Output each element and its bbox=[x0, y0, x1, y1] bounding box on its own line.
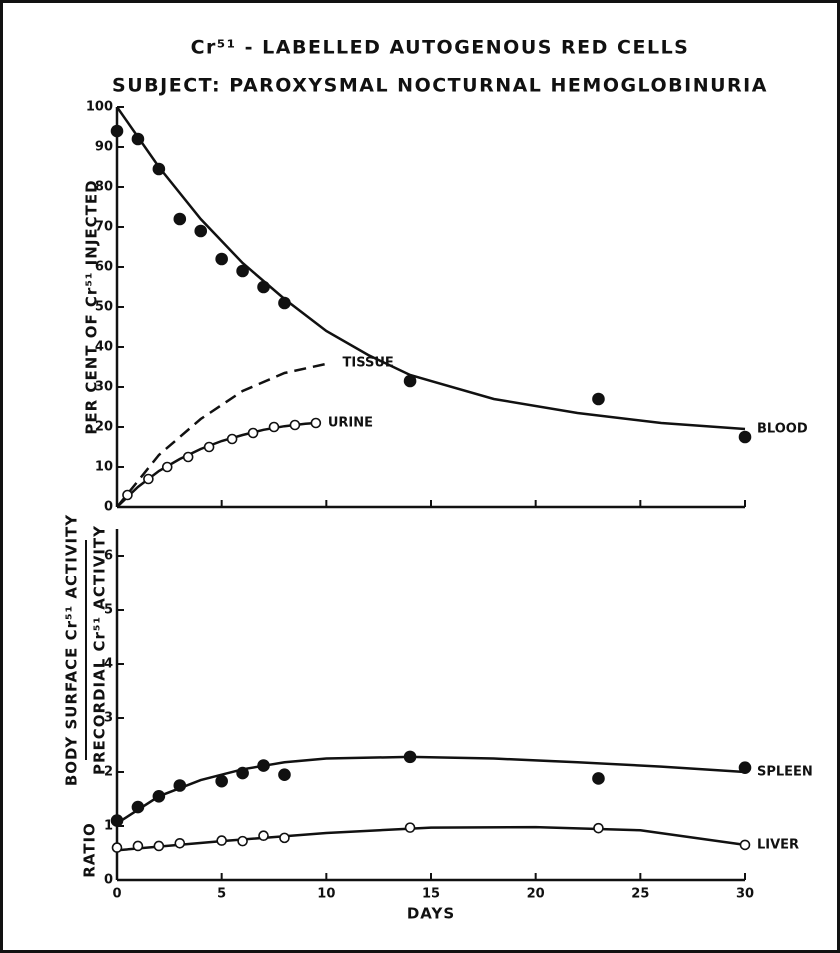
x-tick-label: 15 bbox=[422, 887, 440, 902]
y-tick-label: 1 bbox=[104, 819, 113, 834]
data-point bbox=[278, 296, 291, 310]
y-tick-label: 0 bbox=[104, 500, 113, 515]
y-tick-label: 60 bbox=[95, 260, 113, 275]
y-tick-label: 6 bbox=[104, 549, 113, 564]
data-point bbox=[278, 768, 291, 782]
data-point bbox=[131, 800, 145, 814]
y-axis-label-denominator: PRECORDIAL Cr⁵¹ ACTIVITY bbox=[91, 525, 109, 775]
data-point bbox=[236, 766, 249, 780]
y-tick-label: 3 bbox=[104, 711, 113, 726]
y-tick-label: 100 bbox=[86, 100, 113, 115]
data-point bbox=[226, 433, 238, 445]
data-point bbox=[592, 772, 605, 785]
data-point bbox=[237, 835, 248, 847]
data-point bbox=[738, 430, 752, 444]
fit-curve bbox=[115, 106, 746, 431]
data-point bbox=[143, 473, 154, 485]
data-point bbox=[182, 451, 194, 463]
series-label: LIVER bbox=[757, 837, 799, 852]
data-point bbox=[110, 814, 124, 827]
y-tick-label: 10 bbox=[95, 460, 113, 475]
y-tick-label: 50 bbox=[95, 300, 113, 315]
data-point bbox=[131, 132, 145, 146]
series-label: TISSUE bbox=[343, 356, 394, 371]
series-label: BLOOD bbox=[757, 422, 808, 437]
y-tick-label: 70 bbox=[95, 220, 113, 235]
data-point bbox=[161, 461, 173, 473]
data-point bbox=[215, 252, 228, 266]
y-tick-label: 2 bbox=[104, 765, 113, 780]
y-tick-label: 5 bbox=[104, 603, 113, 618]
y-tick-label: 4 bbox=[104, 657, 113, 672]
y-axis-label: RATIO bbox=[81, 822, 99, 878]
data-point bbox=[257, 759, 270, 772]
y-axis-label: PER CENT OF Cr⁵¹ INJECTED bbox=[83, 179, 101, 434]
y-tick-label: 40 bbox=[95, 340, 113, 355]
y-tick-label: 20 bbox=[95, 420, 113, 435]
data-point bbox=[592, 392, 605, 406]
data-point bbox=[404, 822, 416, 833]
chart-subtitle: SUBJECT: PAROXYSMAL NOCTURNAL HEMOGLOBIN… bbox=[112, 75, 768, 97]
data-point bbox=[194, 224, 208, 238]
data-point bbox=[152, 162, 166, 176]
data-point bbox=[173, 779, 187, 792]
data-point bbox=[110, 124, 124, 138]
x-tick-label: 5 bbox=[217, 887, 226, 902]
y-tick-label: 80 bbox=[95, 180, 113, 195]
y-axis-label-numerator: BODY SURFACE Cr⁵¹ ACTIVITY bbox=[63, 514, 81, 786]
data-point bbox=[738, 761, 752, 774]
data-point bbox=[203, 441, 215, 453]
data-point bbox=[403, 374, 417, 388]
data-point bbox=[216, 835, 227, 846]
series-label: SPLEEN bbox=[757, 765, 813, 780]
data-point bbox=[310, 417, 322, 429]
data-point bbox=[173, 212, 187, 226]
data-point bbox=[739, 839, 751, 851]
x-tick-label: 10 bbox=[317, 887, 335, 902]
data-point bbox=[111, 842, 123, 853]
x-tick-label: 0 bbox=[112, 887, 121, 902]
x-tick-label: 25 bbox=[631, 887, 649, 902]
data-point bbox=[152, 789, 166, 803]
x-axis-label: DAYS bbox=[407, 905, 455, 923]
data-point bbox=[236, 264, 249, 278]
data-point bbox=[257, 280, 270, 294]
data-point bbox=[289, 419, 301, 431]
x-tick-label: 20 bbox=[527, 887, 545, 902]
data-point bbox=[122, 489, 133, 501]
chart-title: Cr⁵¹ - LABELLED AUTOGENOUS RED CELLS bbox=[191, 37, 690, 59]
y-tick-label: 90 bbox=[95, 140, 113, 155]
y-tick-label: 0 bbox=[104, 873, 113, 888]
data-point bbox=[258, 830, 269, 842]
data-point bbox=[215, 774, 228, 788]
data-point bbox=[153, 840, 165, 852]
fit-curve bbox=[116, 755, 746, 825]
x-tick-label: 30 bbox=[736, 887, 754, 902]
data-point bbox=[132, 840, 144, 852]
data-point bbox=[174, 837, 186, 849]
data-point bbox=[279, 832, 290, 844]
y-tick-label: 30 bbox=[95, 380, 113, 395]
series-label: URINE bbox=[328, 416, 373, 431]
data-point bbox=[403, 750, 417, 764]
data-point bbox=[268, 421, 280, 433]
data-point bbox=[593, 822, 604, 834]
data-point bbox=[247, 427, 259, 439]
